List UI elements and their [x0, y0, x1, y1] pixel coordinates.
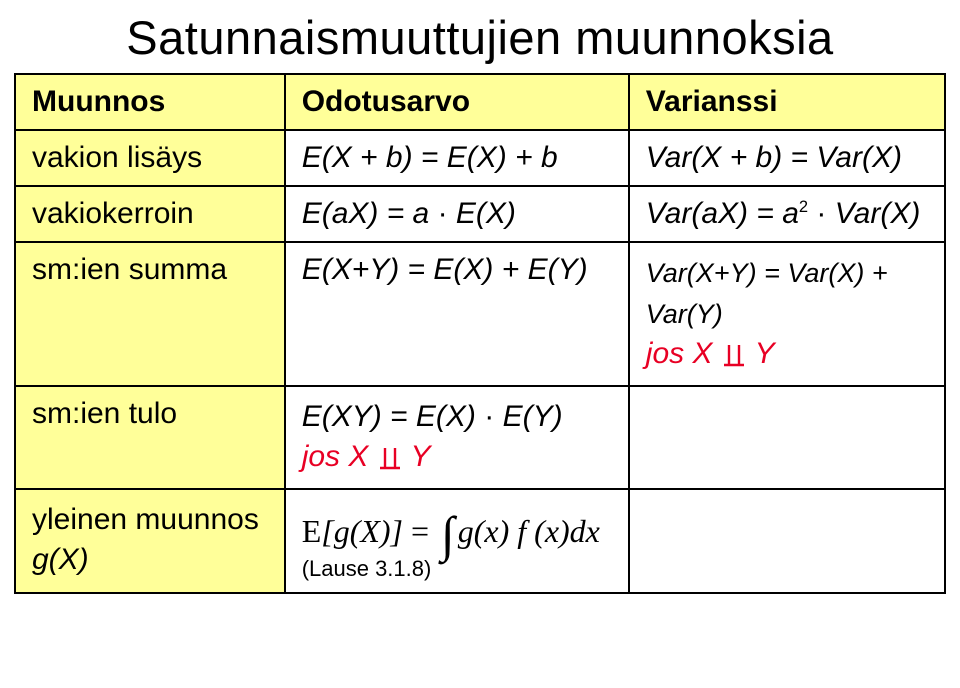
label-general: yleinen muunnos g(X) — [15, 489, 285, 593]
var-scale-dot: · — [808, 197, 835, 230]
expect-scale-suffix: E(X) — [456, 197, 516, 230]
var-sum: Var(X+Y) = Var(X) + Var(Y) jos X Y — [629, 242, 945, 386]
var-scale-prefix: Var(aX) = a — [646, 197, 799, 230]
formula-rhs: g(x) f (x)dx — [458, 513, 600, 549]
integral-icon: ∫ — [441, 509, 455, 559]
expect-prod-prefix: E(XY) = E(X) — [302, 400, 476, 433]
transform-table: Muunnos Odotusarvo Varianssi vakion lisä… — [14, 73, 946, 594]
row-add-const: vakion lisäys E(X + b) = E(X) + b Var(X … — [15, 130, 945, 186]
row-prod: sm:ien tulo E(XY) = E(X) · E(Y) jos X Y — [15, 386, 945, 489]
expect-prod-suffix: E(Y) — [503, 400, 563, 433]
formula-eq: = — [403, 513, 437, 549]
header-varianssi: Varianssi — [629, 74, 945, 130]
var-scale-exp: 2 — [799, 198, 808, 216]
table-header-row: Muunnos Odotusarvo Varianssi — [15, 74, 945, 130]
expect-prod-cond-suffix: Y — [403, 440, 431, 473]
var-scale-suffix: Var(X) — [835, 197, 921, 230]
expect-sum-text: E(X+Y) = E(X) + E(Y) — [302, 253, 588, 286]
indep-icon — [377, 437, 403, 478]
formula-lhs-E: E — [302, 513, 322, 549]
header-muunnos: Muunnos — [15, 74, 285, 130]
var-sum-cond-suffix: Y — [747, 337, 775, 370]
row-general: yleinen muunnos g(X) E[g(X)] = ∫g(x) f (… — [15, 489, 945, 593]
expect-scale: E(aX) = a · E(X) — [285, 186, 629, 242]
indep-icon — [721, 334, 747, 375]
lause-ref: (Lause 3.1.8) — [302, 556, 612, 582]
var-add-const-text: Var(X + b) = Var(X) — [646, 141, 902, 174]
page-container: Satunnaismuuttujien muunnoksia Muunnos O… — [0, 0, 960, 688]
var-general — [629, 489, 945, 593]
expect-scale-dot: · — [429, 197, 456, 230]
expect-add-const-text: E(X + b) = E(X) + b — [302, 141, 558, 174]
formula-lhs-rest: [g(X)] — [321, 513, 403, 549]
label-sum: sm:ien summa — [15, 242, 285, 386]
expect-prod: E(XY) = E(X) · E(Y) jos X Y — [285, 386, 629, 489]
label-general-line1: yleinen muunnos — [32, 503, 259, 536]
var-prod — [629, 386, 945, 489]
var-sum-line1: Var(X+Y) = Var(X) + Var(Y) — [646, 258, 888, 329]
expect-scale-prefix: E(aX) = a — [302, 197, 430, 230]
expect-general: E[g(X)] = ∫g(x) f (x)dx (Lause 3.1.8) — [285, 489, 629, 593]
var-scale: Var(aX) = a2 · Var(X) — [629, 186, 945, 242]
general-formula: E[g(X)] = ∫g(x) f (x)dx — [302, 500, 600, 550]
var-sum-cond-prefix: jos X — [646, 337, 721, 370]
page-title: Satunnaismuuttujien muunnoksia — [14, 10, 946, 65]
expect-sum: E(X+Y) = E(X) + E(Y) — [285, 242, 629, 386]
var-add-const: Var(X + b) = Var(X) — [629, 130, 945, 186]
header-odotusarvo: Odotusarvo — [285, 74, 629, 130]
row-scale: vakiokerroin E(aX) = a · E(X) Var(aX) = … — [15, 186, 945, 242]
expect-add-const: E(X + b) = E(X) + b — [285, 130, 629, 186]
var-sum-cond: jos X Y — [646, 337, 775, 370]
label-scale: vakiokerroin — [15, 186, 285, 242]
label-add-const: vakion lisäys — [15, 130, 285, 186]
expect-prod-cond-prefix: jos X — [302, 440, 377, 473]
expect-prod-cond: jos X Y — [302, 440, 431, 473]
row-sum: sm:ien summa E(X+Y) = E(X) + E(Y) Var(X+… — [15, 242, 945, 386]
label-general-line2: g(X) — [32, 543, 89, 576]
label-prod: sm:ien tulo — [15, 386, 285, 489]
expect-prod-dot: · — [476, 400, 503, 433]
